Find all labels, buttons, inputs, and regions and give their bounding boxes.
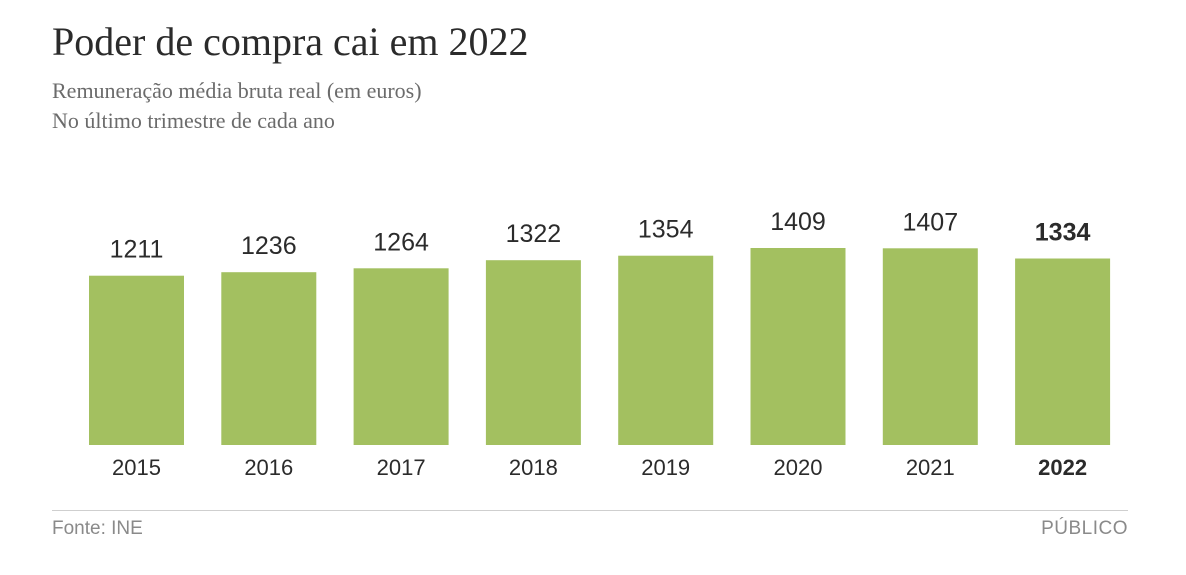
x-tick-label-2021: 2021 bbox=[906, 455, 955, 480]
x-tick-label-2015: 2015 bbox=[112, 455, 161, 480]
value-label-2017: 1264 bbox=[373, 228, 429, 256]
x-tick-label-2019: 2019 bbox=[641, 455, 690, 480]
bar-2017 bbox=[353, 268, 449, 445]
x-tick-label-2020: 2020 bbox=[774, 455, 823, 480]
bar-2020 bbox=[750, 248, 846, 445]
value-label-2015: 1211 bbox=[110, 236, 164, 264]
chart-subtitle-note: No último trimestre de cada ano bbox=[52, 108, 335, 133]
value-label-2019: 1354 bbox=[638, 216, 694, 244]
publisher-logo: PÚBLICO bbox=[1041, 518, 1128, 539]
bar-2021 bbox=[882, 248, 978, 445]
bar-chart: 1211 2015 1236 2016 1264 2017 1322 2018 1354 2019… bbox=[89, 208, 1111, 480]
chart-subtitle: Remuneração média bruta real (em euros) bbox=[52, 78, 422, 103]
value-label-2022: 1334 bbox=[1035, 219, 1091, 247]
bar-2022 bbox=[1015, 258, 1111, 445]
x-tick-label-2017: 2017 bbox=[377, 455, 426, 480]
x-tick-label-2018: 2018 bbox=[509, 455, 558, 480]
value-label-2016: 1236 bbox=[241, 232, 297, 260]
source-note: Fonte: INE bbox=[52, 518, 143, 539]
chart-title: Poder de compra cai em 2022 bbox=[52, 19, 529, 64]
x-tick-label-2022: 2022 bbox=[1038, 455, 1087, 480]
value-label-2018: 1322 bbox=[506, 220, 562, 248]
bar-2016 bbox=[221, 272, 317, 445]
bar-2015 bbox=[89, 275, 184, 445]
bar-2018 bbox=[485, 260, 581, 445]
bar-2019 bbox=[618, 255, 714, 445]
value-label-2021: 1407 bbox=[902, 208, 958, 236]
footer-divider bbox=[52, 510, 1128, 511]
x-tick-label-2016: 2016 bbox=[244, 455, 293, 480]
value-label-2020: 1409 bbox=[770, 208, 826, 236]
